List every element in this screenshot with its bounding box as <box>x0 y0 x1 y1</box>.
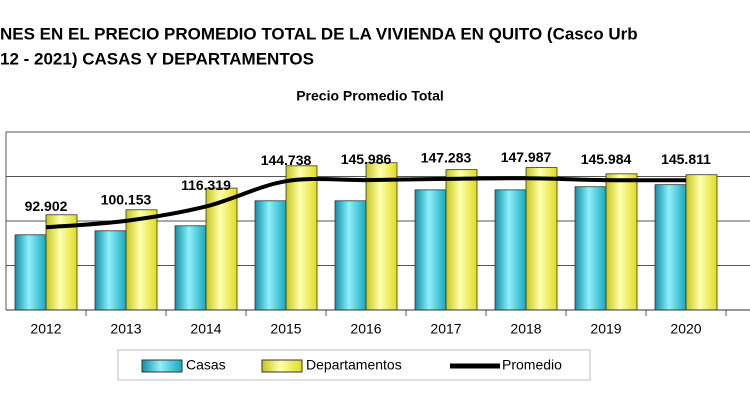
bar <box>685 174 718 311</box>
x-tick-label: 2015 <box>270 321 301 337</box>
x-tick-label: 2016 <box>350 321 381 337</box>
value-label: 100.153 <box>101 192 152 208</box>
chart-title: NES EN EL PRECIO PROMEDIO TOTAL DE LA VI… <box>0 24 638 43</box>
chart-title: 12 - 2021) CASAS Y DEPARTAMENTOS <box>0 49 314 68</box>
legend-swatch <box>141 359 183 373</box>
value-label: 92.902 <box>25 198 68 214</box>
bar <box>14 234 47 311</box>
bar <box>205 187 238 311</box>
bar <box>414 189 447 311</box>
bar <box>285 165 318 311</box>
x-tick-label: 2019 <box>590 321 621 337</box>
legend-swatch <box>261 359 303 373</box>
legend-label: Promedio <box>502 357 562 373</box>
bar <box>174 225 207 311</box>
x-tick-label: 2014 <box>190 321 221 337</box>
x-tick-label: 2017 <box>430 321 461 337</box>
bar <box>334 200 367 311</box>
bar <box>574 186 607 311</box>
bar <box>94 230 127 311</box>
value-label: 144.738 <box>261 152 312 168</box>
line <box>45 176 687 230</box>
bar <box>365 162 398 311</box>
x-tick-label: 2018 <box>510 321 541 337</box>
legend-box <box>117 349 591 381</box>
bar <box>125 209 158 311</box>
bar <box>605 173 638 311</box>
x-tick-label: 2012 <box>30 321 61 337</box>
x-tick-label: 2013 <box>110 321 141 337</box>
value-label: 147.283 <box>421 150 472 166</box>
bar <box>445 169 478 311</box>
value-label: 116.319 <box>181 177 231 193</box>
value-label: 145.984 <box>581 151 632 167</box>
legend-label: Casas <box>186 357 226 373</box>
bar <box>494 189 527 311</box>
bar <box>254 200 287 311</box>
bar <box>45 214 78 311</box>
x-tick-label: 2020 <box>670 321 701 337</box>
value-label: 145.811 <box>661 151 711 167</box>
chart-subtitle: Precio Promedio Total <box>296 88 444 104</box>
bar <box>525 167 558 311</box>
bar <box>654 184 687 311</box>
value-label: 145.986 <box>341 151 392 167</box>
value-label: 147.987 <box>501 149 552 165</box>
legend-label: Departamentos <box>306 357 402 373</box>
